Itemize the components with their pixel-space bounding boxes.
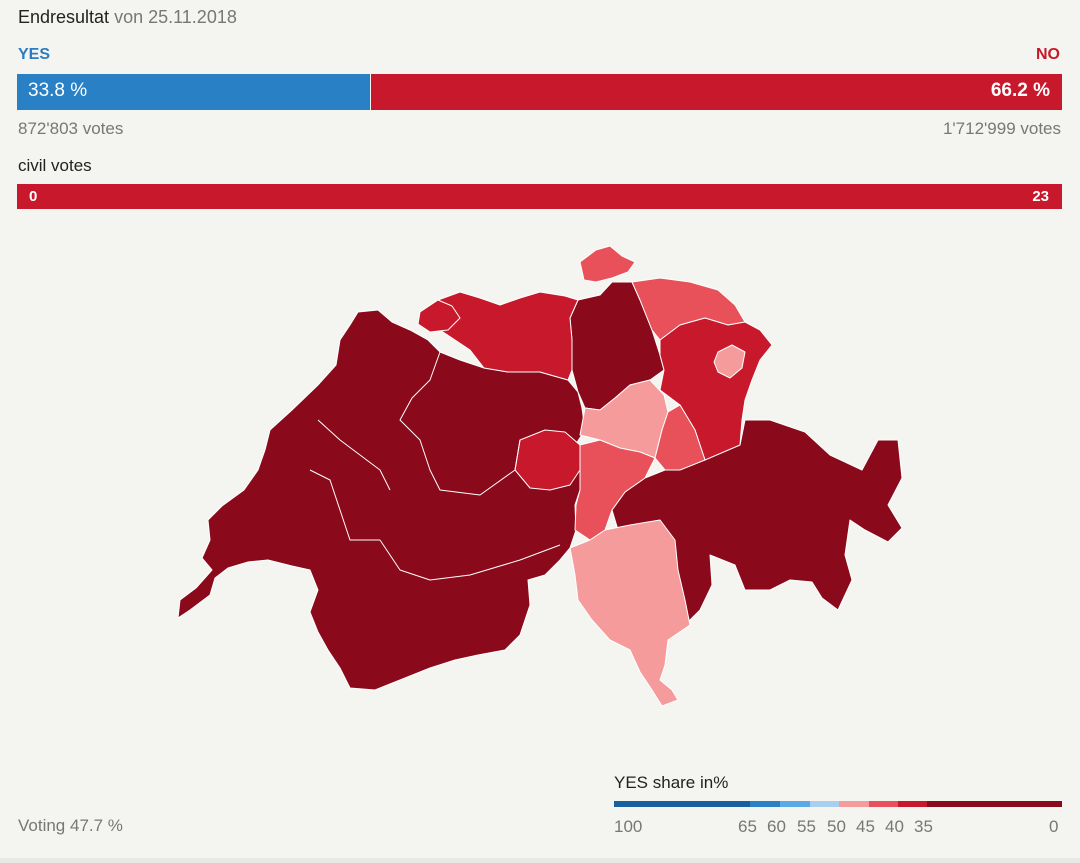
map-region-west-bern-valais[interactable] xyxy=(177,309,586,691)
legend-swatch-65-100 xyxy=(614,801,750,807)
legend-swatch-0-35 xyxy=(927,801,1062,807)
legend-tick-60: 60 xyxy=(767,817,786,836)
legend-title: YES share in% xyxy=(614,773,729,792)
legend-swatch-55-60 xyxy=(780,801,810,807)
yes-label: YES xyxy=(18,46,51,63)
legend-tick-45: 45 xyxy=(856,817,875,836)
legend-swatch-40-45 xyxy=(869,801,898,807)
results-header: Endresultat von 25.11.2018 xyxy=(18,7,237,28)
map-region-schaffhausen[interactable] xyxy=(579,245,636,283)
header-date: von 25.11.2018 xyxy=(114,7,237,27)
legend-swatch-50-55 xyxy=(810,801,839,807)
header-title: Endresultat xyxy=(18,7,110,27)
legend-tick-0: 0 xyxy=(1049,817,1059,836)
no-share-segment: 66.2 % xyxy=(371,74,1062,110)
legend-swatch-45-50 xyxy=(839,801,869,807)
map-region-appenzell[interactable] xyxy=(713,344,746,379)
turnout-text: Voting 47.7 % xyxy=(18,816,123,835)
border-valais xyxy=(379,539,561,581)
legend-tick-40: 40 xyxy=(885,817,904,836)
result-bar: 33.8 % 66.2 % xyxy=(17,74,1062,110)
legend-swatch-60-65 xyxy=(750,801,780,807)
border-fribourg xyxy=(309,469,380,541)
legend-color-scale xyxy=(614,801,1062,807)
yes-share-segment: 33.8 % xyxy=(17,74,372,110)
map-region-northern[interactable] xyxy=(429,291,579,381)
map-region-central[interactable] xyxy=(514,429,581,491)
yes-votes: 872'803 votes xyxy=(18,119,124,138)
bottom-rule xyxy=(0,858,1080,863)
legend-tick-35: 35 xyxy=(914,817,933,836)
civil-votes-label: civil votes xyxy=(18,156,92,175)
map-region-uri[interactable] xyxy=(574,439,656,541)
switzerland-map xyxy=(177,245,903,707)
no-votes: 1'712'999 votes xyxy=(942,119,1061,138)
civil-votes-bar: 0 23 xyxy=(17,184,1062,209)
map-region-glarus[interactable] xyxy=(654,404,706,471)
map-region-basel[interactable] xyxy=(417,299,461,333)
yes-percent: 33.8 % xyxy=(28,80,88,101)
border-bern xyxy=(399,351,521,496)
legend-tick-55: 55 xyxy=(797,817,816,836)
border-vaud xyxy=(317,419,391,491)
legend-tick-100: 100 xyxy=(614,817,643,836)
map-region-ticino[interactable] xyxy=(569,519,691,707)
civil-no-count: 23 xyxy=(1032,188,1049,205)
legend-tick-50: 50 xyxy=(827,817,846,836)
legend-swatch-35-40 xyxy=(898,801,927,807)
civil-yes-count: 0 xyxy=(29,188,38,205)
no-percent: 66.2 % xyxy=(990,80,1050,101)
legend-tick-65: 65 xyxy=(738,817,757,836)
no-label: NO xyxy=(1036,46,1060,63)
